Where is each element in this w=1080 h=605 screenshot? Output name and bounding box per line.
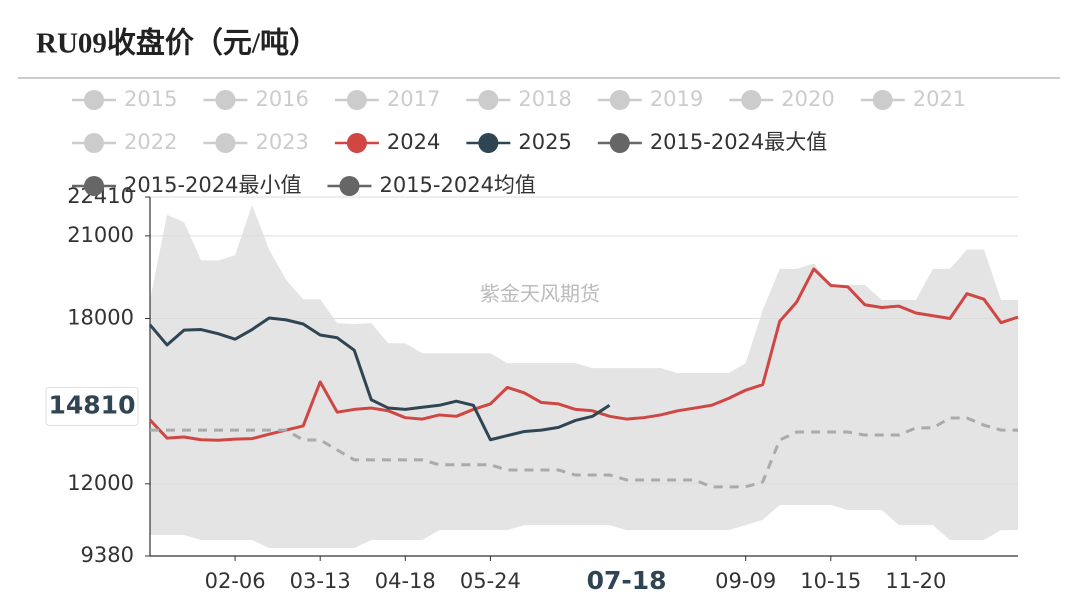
x-pointer-box [576,562,677,602]
legend-item[interactable]: 2015-2024均值 [327,173,536,197]
legend-symbol [84,133,104,153]
legend-item[interactable]: 2021 [860,87,966,111]
legend-item[interactable]: 2022 [72,130,177,154]
legend-item[interactable]: 2015-2024最小值 [72,173,301,197]
legend-item[interactable]: 2020 [729,87,835,111]
legend-symbol [84,176,104,196]
x-tick-label: 10-15 [800,569,861,593]
y-tick-label: 12000 [67,471,134,495]
legend-label: 2025 [518,130,571,154]
x-pointer-label: 07-18 [587,566,667,595]
legend-label: 2015-2024最小值 [124,173,301,197]
x-tick-label: 05-24 [460,569,521,593]
legend-label: 2024 [387,130,440,154]
series-line [148,316,611,442]
legend-symbol [478,90,499,110]
y-tick-label: 21000 [67,223,134,247]
legend-label: 2016 [255,87,308,111]
legend-symbol [609,90,630,110]
legend-symbol [215,90,236,110]
band-area [150,204,1018,556]
legend-label: 2019 [650,87,703,111]
legend-symbol [346,90,367,110]
legend-item[interactable]: 2025 [466,130,572,154]
mean-line [150,416,1018,489]
legend-item[interactable]: 2024 [334,130,440,154]
legend-item[interactable]: 2015-2024最大值 [597,130,827,154]
y-pointer-box [45,386,139,426]
y-tick-label: 18000 [67,306,134,330]
legend-label: 2020 [781,87,834,111]
band-area [150,505,1018,556]
legend-symbol [478,133,499,153]
x-tick-label: 09-09 [715,569,776,593]
series-line [148,267,1019,442]
legend-label: 2018 [518,87,571,111]
x-tick-label: 02-06 [205,569,266,593]
legend-item[interactable]: 2016 [203,87,309,111]
legend-item[interactable]: 2019 [597,87,703,111]
legend-label: 2015-2024均值 [379,173,535,197]
legend-label: 2017 [387,87,440,111]
legend-item[interactable]: 2015 [72,87,177,111]
legend-label: 2015 [124,87,177,111]
legend-symbol [84,90,104,110]
legend-symbol [215,133,236,153]
legend-label: 2022 [124,130,177,154]
x-tick-label: 03-13 [290,569,351,593]
legend-item[interactable]: 2023 [203,130,309,154]
y-tick-label: 9380 [81,543,134,567]
legend[interactable]: 2015 2016 2017 2018 2019 2020 2021 2022 2023 2024… [72,87,966,197]
watermark: 紫金天风期货 [480,282,600,306]
y-pointer-label: 14810 [49,390,136,419]
legend-symbol [346,133,367,153]
x-tick-label: 04-18 [375,569,436,593]
legend-label: 2023 [255,130,308,154]
legend-symbol [339,176,360,196]
legend-symbol [872,90,893,110]
legend-symbol [609,133,630,153]
legend-label: 2015-2024最大值 [650,130,827,154]
chart-title: RU09收盘价（元/吨） [36,26,318,60]
x-tick-label: 11-20 [885,569,946,593]
legend-item[interactable]: 2017 [334,87,440,111]
legend-label: 2021 [913,87,966,111]
legend-symbol [741,90,762,110]
legend-item[interactable]: 2018 [466,87,572,111]
